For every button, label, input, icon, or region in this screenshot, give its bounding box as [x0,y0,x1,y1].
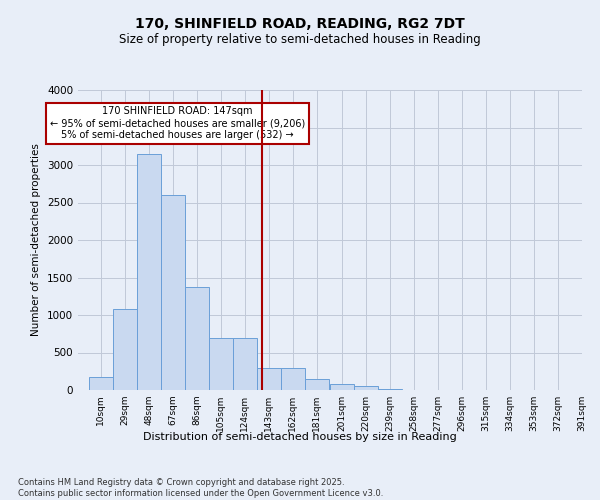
Text: Distribution of semi-detached houses by size in Reading: Distribution of semi-detached houses by … [143,432,457,442]
Y-axis label: Number of semi-detached properties: Number of semi-detached properties [31,144,41,336]
Bar [89,377,113,390]
Bar [305,379,329,390]
Bar [354,386,378,390]
Bar [378,389,402,390]
Bar [281,368,305,390]
Text: Contains HM Land Registry data © Crown copyright and database right 2025.
Contai: Contains HM Land Registry data © Crown c… [18,478,383,498]
Bar [233,338,257,390]
Bar [161,195,185,390]
Bar [257,368,281,390]
Bar [185,287,209,390]
Text: 170 SHINFIELD ROAD: 147sqm
← 95% of semi-detached houses are smaller (9,206)
5% : 170 SHINFIELD ROAD: 147sqm ← 95% of semi… [50,106,305,140]
Text: Size of property relative to semi-detached houses in Reading: Size of property relative to semi-detach… [119,32,481,46]
Bar [137,154,161,390]
Bar [330,384,354,390]
Text: 170, SHINFIELD ROAD, READING, RG2 7DT: 170, SHINFIELD ROAD, READING, RG2 7DT [135,18,465,32]
Bar [209,338,233,390]
Bar [113,310,137,390]
